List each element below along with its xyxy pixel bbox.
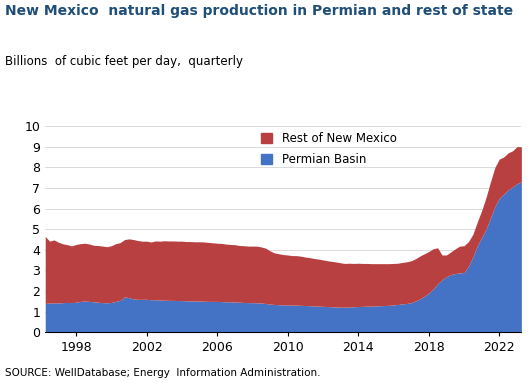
Text: New Mexico  natural gas production in Permian and rest of state: New Mexico natural gas production in Per… [5, 4, 513, 18]
Text: SOURCE: WellDatabase; Energy  Information Administration.: SOURCE: WellDatabase; Energy Information… [5, 368, 321, 378]
Text: Billions  of cubic feet per day,  quarterly: Billions of cubic feet per day, quarterl… [5, 55, 243, 68]
Legend: Rest of New Mexico, Permian Basin: Rest of New Mexico, Permian Basin [261, 132, 397, 166]
